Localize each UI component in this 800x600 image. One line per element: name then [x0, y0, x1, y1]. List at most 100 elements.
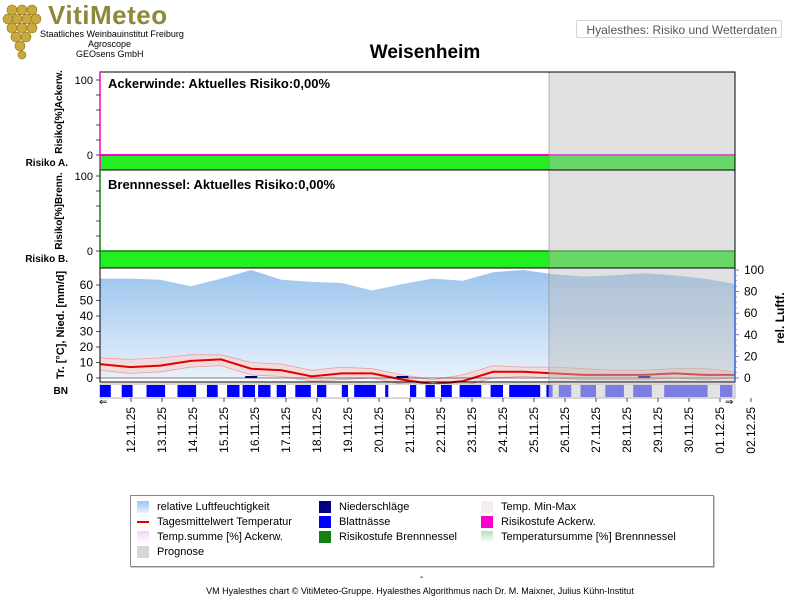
- x-tick-label: 13.11.25: [155, 407, 169, 453]
- separator-dash: -: [420, 572, 424, 583]
- precip-bar: [396, 376, 409, 378]
- x-tick-label: 25.11.25: [527, 407, 541, 453]
- page-title: Weisenheim: [369, 42, 481, 63]
- legend-label-precip: Niederschläge: [339, 501, 410, 513]
- leafwet-segment: [206, 385, 218, 397]
- x-tick-label: 18.11.25: [310, 407, 324, 453]
- x-tick-label: 29.11.25: [651, 407, 665, 453]
- x-tick-label: 28.11.25: [620, 407, 634, 453]
- annotation-ackerwinde: Ackerwinde: Aktuelles Risiko:0,00%: [108, 76, 330, 91]
- brennnessel-ytick-label: 100: [75, 171, 93, 183]
- chart-legend: relative Luftfeuchtigkeit Tagesmittelwer…: [130, 495, 714, 567]
- scroll-left-icon: ⇐: [99, 397, 107, 408]
- legend-label-temp-minmax: Temp. Min-Max: [501, 501, 577, 513]
- x-tick-label: 26.11.25: [558, 407, 572, 453]
- band-label-brennnessel: Risiko B.: [25, 254, 68, 265]
- weather-left-ytick-label: 50: [80, 294, 94, 308]
- legend-swatch-forecast: [137, 546, 149, 558]
- grape-logo-icon: [2, 4, 42, 60]
- leafwet-segment: [425, 385, 435, 397]
- leafwet-segment: [242, 385, 255, 397]
- legend-label-risk-brenn: Risikostufe Brennnessel: [339, 531, 458, 543]
- brand-logo-text: VitiMeteo: [48, 0, 168, 30]
- legend-swatch-leafwet: [319, 516, 331, 528]
- annotation-brennnessel: Brennnessel: Aktuelles Risiko:0,00%: [108, 177, 336, 192]
- leafwet-segment: [317, 385, 327, 397]
- x-tick-label: 20.11.25: [372, 407, 386, 453]
- leafwet-segment: [441, 385, 452, 397]
- panel-ackerwinde-bg: [100, 72, 735, 170]
- legend-label-tempsum-ackerw: Temp.summe [%] Ackerw.: [157, 531, 283, 543]
- band-label-ackerwinde: Risiko A.: [26, 158, 69, 169]
- x-tick-label: 22.11.25: [434, 407, 448, 453]
- x-tick-label: 02.12.25: [744, 407, 758, 454]
- x-tick-label: 19.11.25: [341, 407, 355, 453]
- weather-right-ytick-label: 100: [744, 263, 764, 277]
- forecast-shade-leafwet: [549, 384, 735, 398]
- legend-label-risk-ackerw: Risikostufe Ackerw.: [501, 516, 596, 528]
- partner-agroscope: Agroscope: [88, 39, 132, 49]
- legend-swatch-tempsum-brenn: [481, 531, 493, 543]
- legend-swatch-risk-ackerw: [481, 516, 493, 528]
- legend-swatch-precip: [319, 501, 331, 513]
- weather-left-ytick-label: 30: [80, 325, 94, 339]
- risk-band-brennnessel: [100, 251, 735, 268]
- weather-right-ytick-label: 20: [744, 349, 758, 363]
- x-tick-label: 17.11.25: [279, 407, 293, 453]
- risk-band-ackerwinde: [100, 155, 735, 170]
- leafwet-segment: [100, 385, 111, 397]
- x-tick-label: 01.12.25: [713, 407, 727, 454]
- legend-swatch-humidity: [137, 501, 149, 513]
- x-tick-label: 23.11.25: [465, 407, 479, 453]
- leafwet-segment: [341, 385, 348, 397]
- precip-bar: [638, 376, 651, 378]
- leafwet-segment: [490, 385, 503, 397]
- brennnessel-ytick-label: 0: [87, 246, 93, 258]
- leafwet-segment: [354, 385, 376, 397]
- humidity-area: [100, 270, 735, 378]
- chart-type-badge: Hyalesthes: Risiko und Wetterdaten: [576, 20, 782, 38]
- x-tick-label: 30.11.25: [682, 407, 696, 453]
- legend-label-temp-mean: Tagesmittelwert Temperatur: [157, 516, 292, 528]
- hyalesthes-chart: 01000100010203040506002040608010012.11.2…: [25, 70, 787, 454]
- ackerwinde-ytick-label: 0: [87, 150, 93, 162]
- ylabel-weather-left: Tr. [°C], Nied. [mm/d]: [55, 271, 67, 380]
- leafwet-segment: [121, 385, 133, 397]
- weather-left-ytick-label: 40: [80, 309, 94, 323]
- x-tick-label: 16.11.25: [248, 407, 262, 453]
- band-label-leafwet: BN: [54, 386, 68, 397]
- leafwet-segment: [177, 385, 197, 397]
- leafwet-segment: [410, 385, 417, 397]
- ylabel-weather-right: rel. Luftf.: [773, 292, 787, 343]
- weather-left-ytick-label: 60: [80, 278, 94, 292]
- weather-right-ytick-label: 0: [744, 371, 751, 385]
- legend-label-forecast: Prognose: [157, 546, 205, 558]
- precip-bar: [245, 376, 258, 378]
- legend-label-leafwet: Blattnässe: [339, 516, 391, 528]
- legend-label-tempsum-brenn: Temperatursumme [%] Brennnessel: [501, 531, 676, 543]
- legend-swatch-tempsum-ackerw: [137, 531, 149, 543]
- leafwet-segment: [459, 385, 482, 397]
- weather-right-ytick-label: 60: [744, 306, 758, 320]
- leafwet-segment: [509, 385, 541, 397]
- weather-left-ytick-label: 10: [80, 356, 94, 370]
- leafwet-segment: [295, 385, 311, 397]
- legend-swatch-temp-mean: [137, 521, 149, 523]
- ylabel-brennnessel: Risiko[%]Brenn.: [54, 172, 65, 249]
- leafwet-segment: [146, 385, 166, 397]
- partner-geosens: GEOsens GmbH: [76, 49, 144, 59]
- x-tick-label: 27.11.25: [589, 407, 603, 453]
- weather-left-ytick-label: 20: [80, 340, 94, 354]
- x-tick-label: 12.11.25: [124, 407, 138, 453]
- legend-swatch-risk-brenn: [319, 531, 331, 543]
- x-tick-label: 15.11.25: [217, 407, 231, 453]
- institute-name: Staatliches Weinbauinstitut Freiburg: [40, 29, 184, 39]
- x-tick-label: 14.11.25: [186, 407, 200, 453]
- weather-left-ytick-label: 0: [86, 371, 93, 385]
- scroll-right-icon: ⇒: [725, 397, 733, 408]
- leafwet-segment: [276, 385, 286, 397]
- legend-swatch-temp-minmax: [481, 501, 493, 513]
- weather-right-ytick-label: 80: [744, 285, 758, 299]
- x-tick-label: 24.11.25: [496, 407, 510, 453]
- forecast-shade: [549, 72, 735, 382]
